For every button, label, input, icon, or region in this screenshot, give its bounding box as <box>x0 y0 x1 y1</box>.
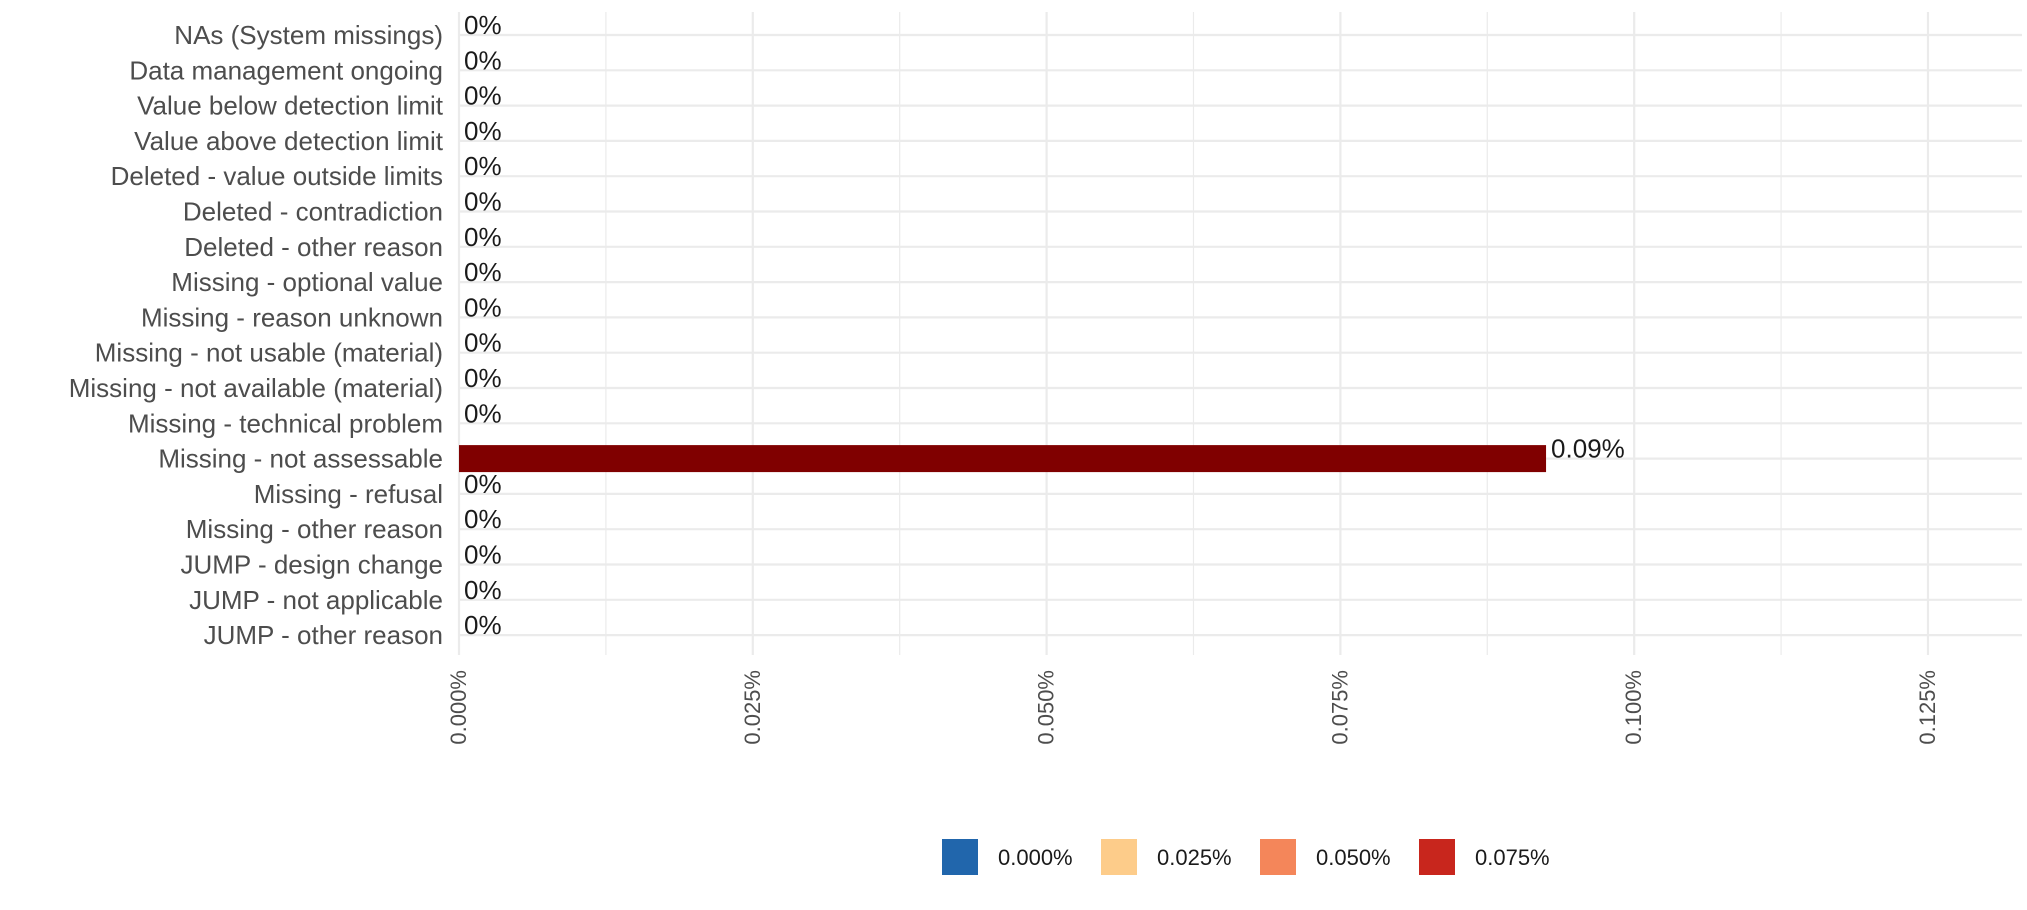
bars <box>459 445 1547 473</box>
category-label: Value above detection limit <box>134 126 444 156</box>
data-label: 0% <box>464 257 502 287</box>
data-label: 0% <box>464 116 502 146</box>
category-labels: NAs (System missings) Data management ong… <box>69 20 444 650</box>
data-label: 0.09% <box>1551 434 1625 464</box>
category-label: Missing - not usable (material) <box>95 338 443 368</box>
x-tick-label: 0.050% <box>1034 670 1059 745</box>
category-label: Value below detection limit <box>137 91 444 121</box>
x-tick-label: 0.025% <box>740 670 765 745</box>
category-label: Data management ongoing <box>129 55 443 85</box>
legend-label: 0.000% <box>998 845 1073 870</box>
category-label: Deleted - contradiction <box>183 197 443 227</box>
data-label: 0% <box>464 363 502 393</box>
category-label: Missing - reason unknown <box>141 302 443 332</box>
bar <box>459 445 1547 473</box>
x-tick-label: 0.000% <box>446 670 471 745</box>
x-tick-label: 0.075% <box>1327 670 1352 745</box>
data-label: 0% <box>464 151 502 181</box>
legend-swatch <box>1101 839 1137 875</box>
data-label: 0% <box>464 575 502 605</box>
x-axis-tick-labels: 0.000% 0.025% 0.050% 0.075% 0.100% 0.125% <box>446 670 1940 745</box>
category-label: JUMP - other reason <box>204 620 443 650</box>
category-label: Deleted - other reason <box>184 232 443 262</box>
legend-swatch <box>942 839 978 875</box>
legend-swatch <box>1419 839 1455 875</box>
data-label: 0% <box>464 187 502 217</box>
category-label: Missing - other reason <box>186 514 443 544</box>
legend-label: 0.050% <box>1316 845 1391 870</box>
category-label: Deleted - value outside limits <box>111 161 443 191</box>
data-label: 0% <box>464 469 502 499</box>
data-label: 0% <box>464 292 502 322</box>
legend-label: 0.025% <box>1157 845 1232 870</box>
data-label: 0% <box>464 10 502 40</box>
data-label: 0% <box>464 81 502 111</box>
category-label: Missing - not available (material) <box>69 373 443 403</box>
legend-label: 0.075% <box>1475 845 1550 870</box>
category-label: JUMP - not applicable <box>189 585 443 615</box>
data-label: 0% <box>464 45 502 75</box>
data-label: 0% <box>464 540 502 570</box>
data-label: 0% <box>464 328 502 358</box>
category-label: Missing - not assessable <box>158 444 443 474</box>
data-label: 0% <box>464 504 502 534</box>
category-label: Missing - refusal <box>254 479 443 509</box>
legend: 0.000% 0.025% 0.050% 0.075% <box>942 839 1550 875</box>
category-label: NAs (System missings) <box>174 20 443 50</box>
data-labels: 0% 0% 0% 0% 0% 0% 0% 0% 0% 0% 0% 0% 0.09% 0% 0% 0% 0% 0% <box>464 10 1625 640</box>
data-label: 0% <box>464 610 502 640</box>
x-tick-label: 0.125% <box>1915 670 1940 745</box>
legend-swatch <box>1260 839 1296 875</box>
category-label: Missing - technical problem <box>128 408 443 438</box>
grid <box>457 12 2022 655</box>
data-label: 0% <box>464 222 502 252</box>
x-tick-label: 0.100% <box>1621 670 1646 745</box>
data-label: 0% <box>464 398 502 428</box>
category-label: Missing - optional value <box>171 267 443 297</box>
category-label: JUMP - design change <box>180 550 443 580</box>
